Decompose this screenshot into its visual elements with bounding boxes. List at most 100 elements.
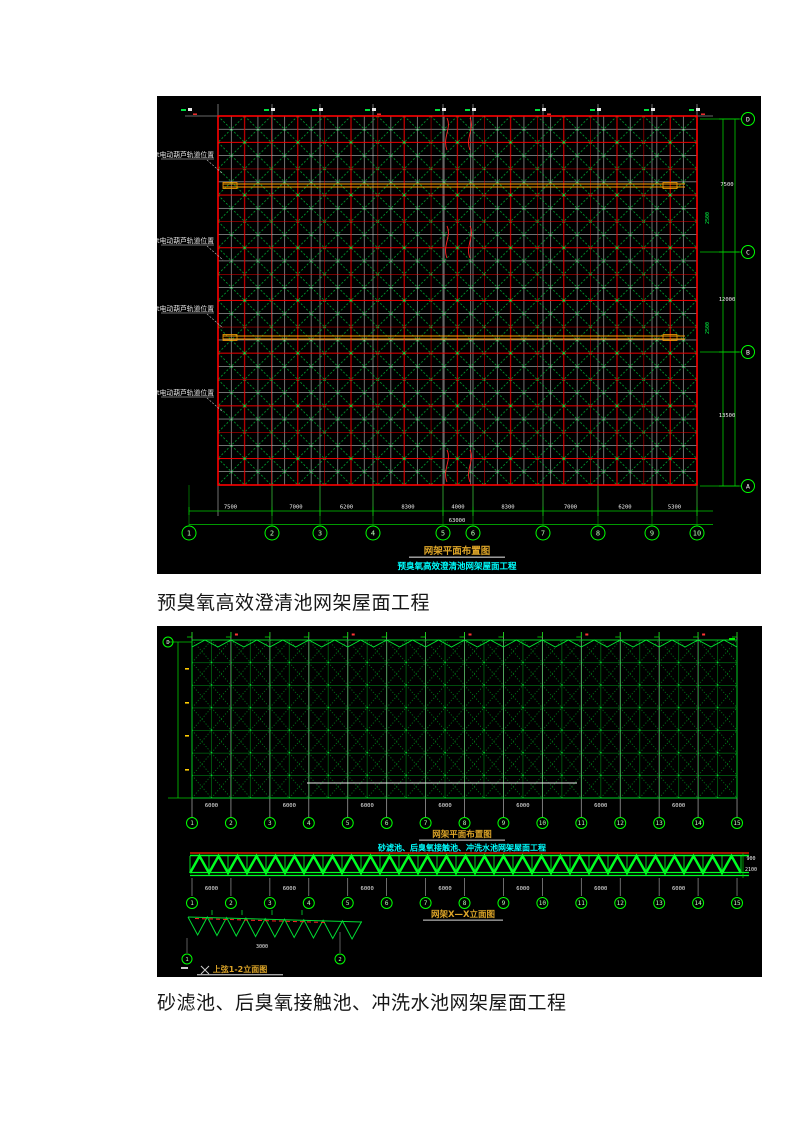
top-tick-label [597,108,601,111]
callout-label: 2t电动葫芦轨道位置 [157,150,214,159]
axis-bubble-label: 1 [190,900,194,907]
top-tick [303,632,310,638]
top-tick [693,632,699,638]
cad-drawing-plan-1: 1 2 3 4 5 6 7 8 9 10 7500 7000 6200 8300 4000 8300 7000 6… [157,104,755,572]
plan-title: 网架平面布置图 [432,829,492,840]
axis-bubble [536,897,549,909]
axis-bubble [689,525,705,541]
axis-bubble [264,525,280,541]
top-tick-red [702,633,706,636]
top-tick-red [234,633,238,636]
axis-bubble-label: 13 [656,820,664,827]
axis-bubble-label: 4 [307,820,311,827]
top-tick [465,109,470,111]
elevation-title-underline [423,919,503,921]
axis-bubble-label: 11 [578,900,586,907]
left-marker [185,769,189,771]
axis-bubble [653,897,666,909]
axis-bubble [614,817,627,829]
axis-bubble-label: 15 [733,820,741,827]
axis-bubble-label: 11 [578,820,586,827]
top-tick-red [468,633,472,636]
axis-bubble [731,897,744,909]
axis-bubble [614,897,627,909]
dimension-label: 8300 [401,505,414,511]
axis-bubble-label: 5 [441,530,445,538]
axis-bubble [458,817,471,829]
axis-bubble-label: 10 [539,900,547,907]
dimension-label: 8300 [501,505,514,511]
dimension-label: 12000 [719,297,736,303]
callout-leader [206,245,224,261]
axis-bubble [419,817,432,829]
axis-bubble-label: 14 [694,820,702,827]
axis-bubble-label: A [746,482,750,490]
space-frame-grid [192,640,737,798]
axis-bubble [334,953,346,965]
dimension-label: 6200 [340,505,353,511]
axis-bubble-label: 14 [694,900,702,907]
section-cut-wave [445,225,449,259]
bottom-x-mark [200,965,210,975]
axis-bubble-label: B [746,348,750,356]
track-beam-end [662,334,678,341]
plan-title-underline [419,839,505,841]
axis-bubble-label: 1 [185,957,188,963]
top-tick [181,109,186,111]
figure-cad-plan-2: D 6000 6000 6000 6000 6000 6000 6000 1 2 3 4 5 6 7 8 9 10… [157,626,762,977]
axis-bubble-label: 8 [596,530,600,538]
axis-bubble-label: 3 [268,820,272,827]
axis-bubble-label: 10 [693,530,701,538]
dimension-label: 6000 [438,886,451,892]
axis-bubble [181,953,193,965]
dimension-label: 6000 [594,803,607,809]
top-tick-red [547,113,551,115]
dimension-label: 900 [746,856,755,862]
top-tick [420,632,426,638]
axis-bubble [741,345,755,359]
axis-bubble-label: 4 [307,900,311,907]
axis-bubble [535,525,551,541]
axis-bubble [465,525,481,541]
top-tick [264,632,271,638]
top-tick-label [696,108,700,111]
top-tick-label [271,108,275,111]
top-tick-label [319,108,323,111]
callout-leader [206,159,224,175]
axis-bubble [741,112,755,126]
axis-bubble [741,245,755,259]
section-cut-wave [445,449,449,483]
top-tick [381,632,387,638]
axis-bubble [741,479,755,493]
dimension-label: 6000 [361,886,374,892]
track-beam-end [222,334,238,341]
top-tick [459,632,465,638]
left-marker [185,668,189,670]
left-dimension-line [168,641,192,799]
detail-top-chord [187,916,363,923]
axis-bubble-label: 4 [371,530,375,538]
left-marker [185,735,189,737]
top-tick-red [193,113,197,115]
top-chord-zigzag [191,639,738,648]
axis-bubble-label: 5 [346,900,350,907]
top-right-mark [729,638,735,640]
elevation-title: 网架X—X立面图 [431,909,495,920]
space-frame-grid [218,116,697,485]
top-tick [187,632,193,638]
figure1-caption: 预臭氧高效澄清池网架屋面工程 [157,593,431,614]
dimension-label: 6000 [516,886,529,892]
dimension-label: 6000 [205,886,218,892]
axis-bubble [365,525,381,541]
callout-label: 3t电动葫芦轨道位置 [157,388,214,397]
top-tick [537,632,543,638]
drawing1-title: 网架平面布置图 [424,545,491,557]
dimension-label: 7000 [289,505,302,511]
axis-bubble [692,897,705,909]
detail-red-dashed [194,918,328,923]
axis-bubble-label: 8 [463,900,467,907]
top-tick-label [472,108,476,111]
figure-cad-plan-1: 1 2 3 4 5 6 7 8 9 10 7500 7000 6200 8300 4000 8300 7000 6… [157,96,761,574]
dimension-label: 7500 [720,182,733,188]
